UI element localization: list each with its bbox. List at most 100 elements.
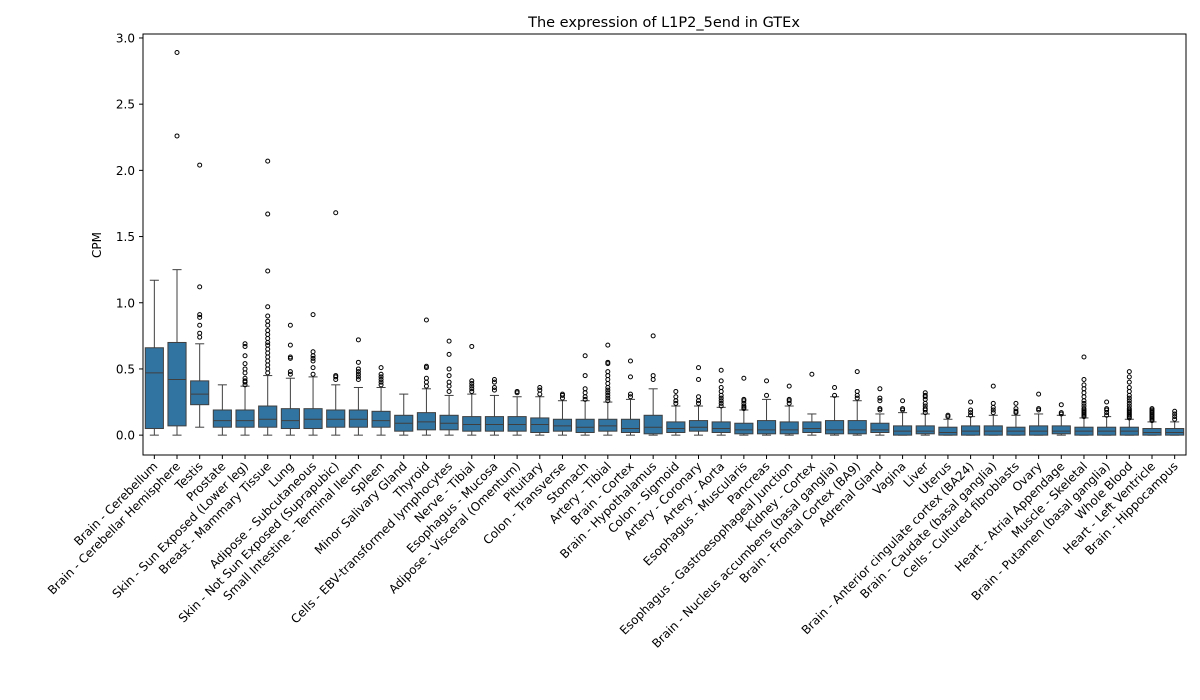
outlier-point bbox=[718, 395, 724, 401]
box-group bbox=[462, 343, 482, 436]
box-group bbox=[666, 388, 686, 436]
outlier-point bbox=[265, 358, 271, 364]
outlier-point bbox=[469, 378, 475, 384]
outlier-point bbox=[287, 322, 293, 328]
box-group bbox=[847, 369, 867, 436]
box-iqr bbox=[416, 412, 436, 431]
box-iqr bbox=[620, 418, 641, 433]
outlier-point bbox=[265, 346, 271, 352]
outlier-point bbox=[741, 375, 747, 381]
outlier-point bbox=[287, 342, 293, 348]
outlier-point bbox=[605, 373, 611, 379]
outlier-point bbox=[741, 396, 747, 402]
box-iqr bbox=[1142, 428, 1162, 436]
outlier-point bbox=[355, 359, 361, 365]
box-group bbox=[598, 342, 618, 436]
outlier-point bbox=[265, 322, 271, 328]
outlier-point bbox=[1081, 406, 1087, 412]
outlier-point bbox=[197, 284, 203, 290]
box-iqr bbox=[893, 425, 913, 436]
outlier-point bbox=[310, 355, 316, 361]
outlier-point bbox=[355, 366, 361, 372]
outlier-point bbox=[287, 369, 293, 375]
box-group bbox=[938, 412, 958, 436]
box-group bbox=[1165, 408, 1185, 436]
box-group bbox=[1051, 402, 1071, 436]
box-group bbox=[394, 393, 414, 436]
box-iqr bbox=[258, 405, 278, 428]
y-axis: 0.0 0.5 1.0 1.5 2.0 2.5 3.0 bbox=[116, 31, 143, 443]
outlier-point bbox=[990, 404, 996, 410]
outlier-point bbox=[922, 400, 928, 406]
outlier-point bbox=[265, 342, 271, 348]
outlier-point bbox=[1104, 406, 1110, 412]
outlier-point bbox=[265, 268, 271, 274]
outlier-point bbox=[945, 412, 951, 418]
box-group bbox=[235, 341, 255, 436]
box-iqr bbox=[938, 426, 958, 436]
outlier-point bbox=[310, 312, 316, 318]
outlier-point bbox=[1172, 414, 1178, 420]
outlier-point bbox=[242, 375, 248, 381]
outlier-point bbox=[197, 322, 203, 328]
box-iqr bbox=[212, 409, 232, 428]
outlier-point bbox=[650, 373, 656, 379]
box-group bbox=[507, 388, 527, 436]
outlier-point bbox=[696, 394, 702, 400]
outlier-point bbox=[990, 400, 996, 406]
outlier-point bbox=[605, 384, 611, 390]
box-group bbox=[802, 371, 822, 436]
outlier-point bbox=[605, 342, 611, 348]
outlier-point bbox=[1126, 392, 1132, 398]
outlier-point bbox=[605, 387, 611, 393]
box-group bbox=[983, 383, 1003, 436]
outlier-point bbox=[559, 391, 565, 397]
outlier-point bbox=[1081, 386, 1087, 392]
outlier-point bbox=[378, 379, 384, 385]
outlier-point bbox=[469, 381, 475, 387]
box-iqr bbox=[688, 420, 709, 432]
box-group bbox=[371, 365, 391, 436]
outlier-point bbox=[718, 403, 724, 409]
outlier-point bbox=[423, 363, 429, 369]
outlier-point bbox=[310, 353, 316, 359]
outlier-point bbox=[242, 370, 248, 376]
outlier-point bbox=[696, 400, 702, 406]
outlier-point bbox=[287, 354, 293, 360]
outlier-point bbox=[990, 410, 996, 416]
outlier-point bbox=[423, 379, 429, 385]
outlier-point bbox=[469, 343, 475, 349]
box-iqr bbox=[462, 416, 482, 432]
box-iqr bbox=[1051, 425, 1071, 435]
outlier-point bbox=[310, 365, 316, 371]
outlier-point bbox=[265, 350, 271, 356]
outlier-point bbox=[968, 412, 974, 418]
box-iqr bbox=[190, 380, 210, 406]
outlier-point bbox=[423, 383, 429, 389]
outlier-point bbox=[378, 365, 384, 371]
box-group bbox=[303, 312, 323, 436]
box-iqr bbox=[1165, 428, 1185, 436]
outlier-point bbox=[1126, 400, 1132, 406]
outlier-point bbox=[922, 406, 928, 412]
outlier-point bbox=[197, 162, 203, 168]
box-group bbox=[258, 158, 278, 436]
outlier-point bbox=[265, 328, 271, 334]
outlier-point bbox=[537, 391, 543, 397]
outlier-point bbox=[378, 377, 384, 383]
box-group bbox=[915, 390, 935, 436]
outlier-point bbox=[242, 343, 248, 349]
outlier-point bbox=[605, 395, 611, 401]
box-group bbox=[756, 378, 777, 436]
outlier-point bbox=[197, 312, 203, 318]
outlier-point bbox=[582, 394, 588, 400]
box-iqr bbox=[666, 421, 686, 433]
box-iqr bbox=[507, 416, 527, 432]
box-group bbox=[552, 391, 573, 436]
outlier-point bbox=[968, 399, 974, 405]
box-group bbox=[439, 338, 459, 436]
box-group bbox=[824, 384, 845, 436]
outlier-point bbox=[1081, 377, 1087, 383]
y-tick-label: 2.0 bbox=[116, 164, 135, 178]
outlier-point bbox=[197, 314, 203, 320]
